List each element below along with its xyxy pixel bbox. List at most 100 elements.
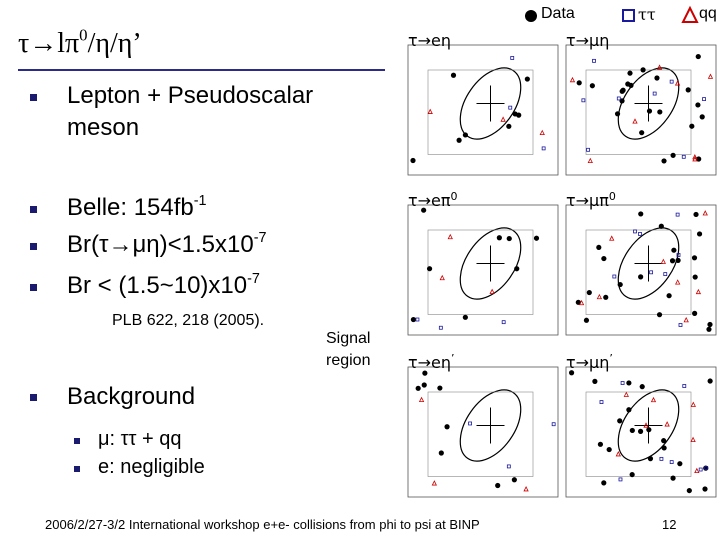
qq-mc	[615, 451, 621, 457]
signal-box	[427, 391, 534, 477]
qq-mc	[569, 76, 576, 83]
signal-box	[585, 391, 692, 477]
event-dot	[619, 98, 625, 104]
qq-mc	[656, 64, 663, 70]
tautau-mc	[616, 96, 621, 101]
event-dot	[456, 137, 462, 143]
event-dot	[695, 53, 701, 60]
event-dot	[421, 382, 427, 388]
tautau-mc	[663, 272, 668, 277]
event-dot	[695, 102, 701, 108]
event-dot	[696, 231, 703, 237]
qq-mc	[431, 480, 437, 486]
event-dot	[707, 321, 713, 328]
plot-frame	[407, 204, 559, 336]
event-dot	[516, 112, 522, 118]
tautau-mc	[599, 400, 604, 404]
signal-region: Signal	[326, 330, 371, 347]
sub-bullet	[74, 438, 80, 444]
footer: 2006/2/27-3/2 International workshop e+e…	[45, 517, 480, 532]
signal-region: region	[326, 352, 371, 369]
tautau-mc	[702, 97, 706, 102]
panel-label-text: τ→eη	[408, 31, 451, 50]
tautau-mc	[506, 464, 511, 469]
qq-mc	[692, 153, 698, 160]
event-dot	[597, 441, 604, 447]
tautau-mc	[551, 422, 556, 427]
qq-mc	[596, 293, 603, 300]
bullet-text: Background	[67, 383, 196, 410]
qq-mc	[674, 80, 681, 86]
event-dot	[592, 378, 598, 384]
tautau-mc	[698, 467, 703, 472]
qq-mc	[418, 396, 425, 403]
legend-data: Data	[541, 5, 575, 22]
qq-mc	[660, 258, 666, 264]
event-dot	[626, 407, 632, 413]
bullet	[30, 284, 37, 291]
tautau-mc	[681, 154, 686, 159]
tautau-mc	[541, 146, 546, 151]
qq-mc	[632, 118, 638, 124]
event-dot	[658, 223, 664, 229]
event-dot	[568, 370, 575, 376]
event-dot	[646, 427, 652, 433]
event-dot	[638, 211, 644, 217]
event-dot	[640, 67, 646, 73]
event-dot	[699, 114, 705, 120]
legend-data-marker	[525, 10, 537, 22]
tautau-mc	[592, 58, 596, 63]
event-dot	[533, 235, 540, 241]
qq-mc	[609, 235, 615, 241]
event-dot	[666, 293, 672, 299]
qq-mc	[623, 391, 629, 397]
panel-label-sup: ’	[451, 352, 455, 365]
bullet	[30, 206, 37, 213]
legend-qq: qq	[699, 5, 717, 22]
tautau-mc	[468, 421, 472, 426]
tautau-mc	[581, 98, 586, 103]
event-dot	[702, 486, 708, 492]
reference: PLB 622, 218 (2005).	[112, 312, 265, 329]
tautau-mc	[620, 381, 625, 385]
tautau-mc	[675, 212, 680, 217]
event-dot	[706, 326, 712, 332]
qq-mc	[539, 129, 545, 136]
panel-label-text: τ→μη	[566, 353, 609, 372]
event-dot	[670, 475, 676, 481]
event-dot	[415, 385, 421, 391]
qq-mc	[439, 274, 445, 281]
qq-mc	[683, 316, 689, 323]
panel-label-text: τ→μπ	[566, 191, 609, 210]
tautau-mc	[659, 456, 664, 461]
event-dot	[692, 310, 698, 316]
panel-label: τ→μη	[566, 31, 609, 50]
event-dot	[506, 123, 512, 129]
event-dot	[629, 427, 635, 434]
tautau-mc	[676, 253, 681, 257]
panel-label-sup: 0	[609, 190, 616, 203]
bullet	[30, 94, 37, 101]
legend-qq-marker	[681, 5, 699, 23]
tautau-mc	[586, 147, 590, 152]
tautau-mc	[612, 274, 617, 279]
event-dot	[603, 294, 609, 300]
event-dot	[675, 257, 681, 263]
tautau-mc	[652, 91, 657, 96]
event-dot	[626, 380, 632, 386]
qq-mc	[690, 436, 696, 443]
qq-mc	[707, 73, 714, 79]
event-dot	[689, 123, 695, 129]
event-dot	[462, 132, 468, 138]
event-dot	[410, 316, 417, 323]
tautau-mc	[438, 325, 443, 330]
tautau-mc	[669, 79, 674, 84]
event-dot	[693, 211, 699, 218]
event-dot	[421, 207, 427, 213]
bullet-text: meson	[67, 114, 140, 141]
bullet-text: Br(τ→μη)<1.5x10-7	[67, 229, 267, 258]
title: τ→lπ0/η/η’	[18, 25, 142, 59]
event-dot	[677, 461, 683, 467]
qq-mc	[694, 467, 700, 474]
tautau-mc	[669, 460, 674, 464]
